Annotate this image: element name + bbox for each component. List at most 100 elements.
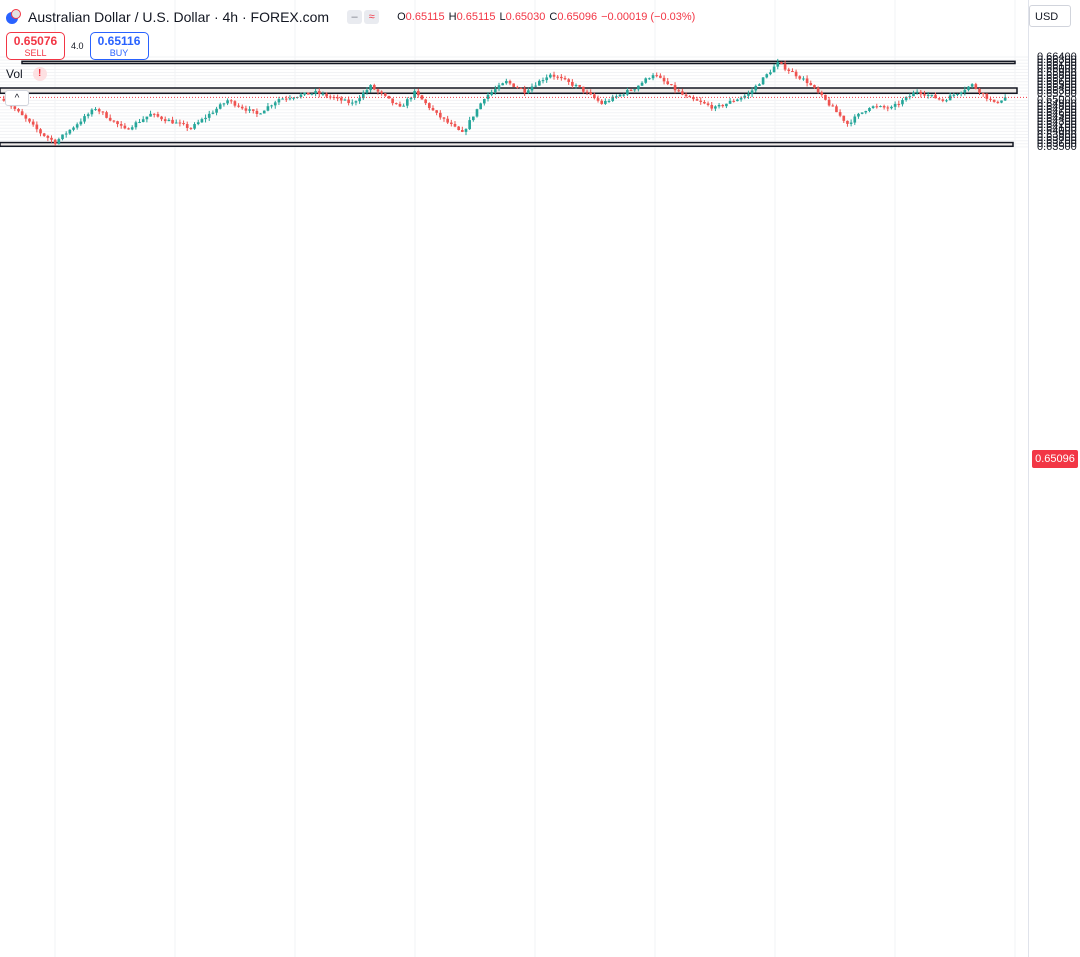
- candle-body: [457, 126, 460, 131]
- open-value: 0.65115: [405, 11, 445, 23]
- candle-body: [402, 105, 405, 107]
- candle-body: [64, 133, 68, 135]
- candle-body: [270, 105, 273, 107]
- candle-body: [622, 94, 626, 96]
- candle-body: [860, 112, 864, 114]
- candle-body: [633, 89, 637, 91]
- candle-body: [527, 90, 530, 93]
- candle-body: [791, 71, 794, 73]
- candle-body: [827, 99, 831, 106]
- candle-body: [838, 112, 842, 116]
- candle-body: [941, 99, 945, 101]
- warning-icon[interactable]: !: [32, 67, 47, 81]
- candle-body: [670, 84, 673, 86]
- chart-pane[interactable]: [0, 0, 1028, 957]
- candle-body: [141, 119, 145, 122]
- candle-body: [721, 104, 725, 107]
- candle-body: [94, 109, 97, 111]
- candle-body: [427, 103, 431, 109]
- buy-button[interactable]: 0.65116 BUY: [89, 32, 149, 60]
- candle-body: [750, 90, 754, 94]
- price-tick-label: 0.65700: [1037, 72, 1077, 85]
- price-tick-label: 0.63600: [1037, 137, 1077, 150]
- candle-body: [706, 103, 710, 105]
- candle-body: [739, 97, 743, 100]
- candle-body: [277, 99, 281, 103]
- volume-label[interactable]: Vol: [6, 67, 23, 81]
- last-price-label: 0.65096: [1032, 450, 1078, 468]
- candle-body: [112, 120, 116, 122]
- candle-body: [545, 77, 549, 81]
- candlestick-chart: [0, 0, 1028, 957]
- hide-series-button[interactable]: ‒: [347, 10, 363, 24]
- collapse-legend-button[interactable]: ^: [5, 90, 29, 106]
- candle-body: [416, 90, 420, 96]
- candle-body: [846, 120, 849, 124]
- candle-body: [116, 121, 119, 125]
- candle-body: [611, 96, 615, 101]
- candle-body: [200, 119, 204, 123]
- candle-body: [813, 85, 816, 88]
- candle-body: [666, 81, 670, 85]
- close-key: C: [549, 11, 558, 23]
- candle-body: [387, 95, 391, 99]
- candle-body: [292, 97, 295, 99]
- candle-body: [105, 112, 108, 118]
- price-tick-label: 0.66400: [1037, 51, 1077, 63]
- candle-body: [475, 109, 479, 117]
- candle-body: [442, 117, 446, 119]
- low-value: 0.65030: [505, 11, 546, 23]
- candle-body: [989, 98, 992, 100]
- candle-body: [229, 100, 233, 102]
- candle-body: [604, 101, 607, 104]
- candle-body: [567, 79, 571, 82]
- candle-body: [629, 90, 633, 92]
- candle-body: [189, 127, 193, 129]
- candle-body: [35, 124, 39, 130]
- sell-button[interactable]: 0.65076 SELL: [6, 32, 65, 60]
- candle-body: [578, 85, 582, 87]
- candle-body: [648, 78, 651, 80]
- price-tick-label: 0.63500: [1037, 140, 1077, 153]
- candle-body: [449, 122, 453, 124]
- candle-body: [211, 112, 215, 114]
- open-key: O: [397, 11, 406, 23]
- candle-body: [915, 91, 919, 93]
- candle-body: [963, 89, 967, 93]
- candle-body: [262, 110, 266, 114]
- candle-body: [394, 103, 398, 105]
- candle-body: [398, 103, 402, 107]
- high-value: 0.65115: [456, 11, 496, 23]
- candle-body: [596, 98, 600, 101]
- symbol-title[interactable]: Australian Dollar / U.S. Dollar · 4h · F…: [28, 9, 330, 25]
- candle-body: [464, 129, 468, 132]
- close-value: 0.65096: [557, 11, 598, 23]
- candle-body: [244, 108, 248, 111]
- candle-body: [717, 104, 721, 107]
- sell-label: SELL: [24, 48, 47, 58]
- candle-body: [673, 85, 677, 91]
- candle-body: [728, 100, 732, 104]
- price-axis[interactable]: 0.66400 0.66300 0.66200 0.66100 0.66000 0.659…: [1028, 0, 1080, 957]
- price-tick-label: 0.66200: [1037, 57, 1077, 70]
- currency-select[interactable]: USD: [1029, 5, 1071, 27]
- candle-body: [196, 122, 200, 125]
- candle-body: [912, 92, 915, 97]
- candle-body: [453, 123, 457, 127]
- candle-body: [350, 102, 354, 104]
- compare-button[interactable]: ≈: [364, 10, 380, 24]
- candle-body: [446, 118, 449, 123]
- candle-body: [996, 101, 1000, 103]
- zone-box: [0, 141, 1014, 148]
- candle-body: [692, 96, 695, 100]
- zone-box: [0, 87, 1018, 95]
- change-value: −0.00019 (−0.03%): [601, 11, 696, 23]
- price-tick-label: 0.64800: [1037, 100, 1077, 113]
- candle-body: [761, 77, 765, 85]
- price-tick-label: 0.65300: [1037, 85, 1077, 98]
- candle-body: [809, 83, 813, 86]
- price-tick-label: 0.64400: [1037, 113, 1077, 125]
- candle-body: [871, 106, 875, 109]
- candle-body: [743, 95, 747, 98]
- candle-body: [901, 100, 904, 105]
